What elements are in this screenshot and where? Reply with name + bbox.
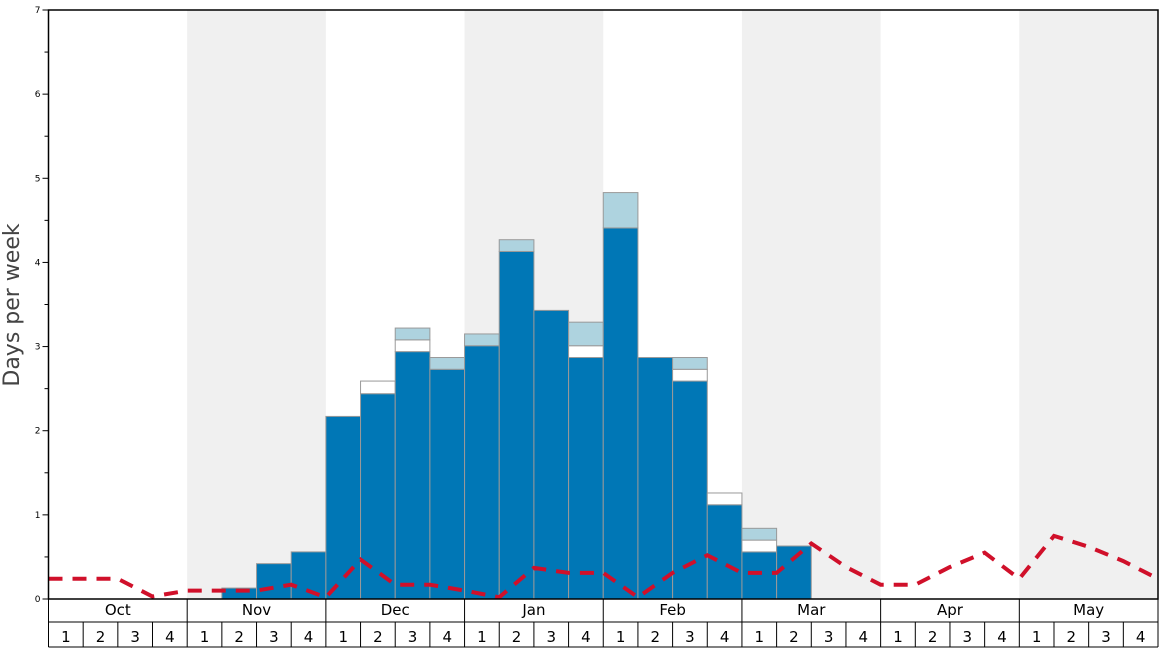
bar-segment [429,357,466,370]
month-band [741,10,881,599]
month-label: Jan [521,601,545,619]
week-label: 4 [997,628,1007,646]
bar-segment [602,227,639,600]
y-axis-label: Days per week [0,223,25,386]
week-label: 2 [96,628,106,646]
bar-segment [672,380,708,600]
week-label: 1 [61,628,71,646]
week-label: 2 [789,628,799,646]
bar-segment [568,321,604,347]
week-label: 2 [234,628,244,646]
week-label: 1 [755,628,765,646]
week-label: 2 [1067,628,1077,646]
week-label: 2 [928,628,938,646]
week-label: 1 [200,628,210,646]
month-band [187,10,326,599]
bar-segment [394,351,431,600]
bar-segment [533,309,570,600]
bar-segment [741,539,778,553]
bar-segment [325,415,362,600]
bar-segment [360,380,396,395]
y-tick-label: 5 [35,174,41,184]
month-label: Dec [381,601,410,619]
week-label: 2 [373,628,383,646]
dashed-series-line [48,533,1159,600]
month-label: May [1073,601,1104,619]
bar-segment [256,563,292,600]
week-label: 4 [859,628,869,646]
y-tick-label: 7 [35,6,41,16]
bar-segment [776,545,812,600]
bar-segment [672,368,708,382]
week-label: 3 [546,628,556,646]
week-label: 3 [408,628,418,646]
bar-segment [706,504,743,600]
bar-segment [602,192,639,229]
y-tick-label: 3 [35,343,41,353]
bar-segment [464,333,500,347]
week-label: 4 [165,628,175,646]
week-label: 4 [581,628,591,646]
y-tick-label: 4 [35,258,41,268]
bar-segment [637,357,674,600]
week-label: 4 [1136,628,1146,646]
bar-segment [741,527,778,541]
week-label: 2 [512,628,522,646]
week-label: 3 [824,628,834,646]
week-label: 1 [338,628,348,646]
week-label: 3 [1101,628,1111,646]
bar-segment [464,345,500,600]
bar-segment [429,368,466,600]
week-label: 2 [650,628,660,646]
month-label: Feb [659,601,686,619]
bar-segment [568,345,604,359]
month-label: Nov [242,601,271,619]
bar-segment [568,357,604,600]
bar-segment [360,393,396,600]
bar-segment [498,250,535,600]
week-label: 1 [1032,628,1042,646]
week-label: 4 [304,628,314,646]
week-label: 3 [963,628,973,646]
week-label: 4 [442,628,452,646]
month-label: Oct [105,601,131,619]
bar-segment [706,492,743,506]
month-band [1019,10,1158,599]
week-label: 1 [893,628,903,646]
week-label: 3 [130,628,140,646]
bar-segment [498,239,535,252]
week-label: 3 [685,628,695,646]
y-tick-label: 1 [35,511,41,521]
bar-segment [394,327,431,341]
week-label: 3 [269,628,279,646]
bar-segment [672,357,708,370]
month-label: Mar [797,601,826,619]
bar-segment [741,551,778,600]
y-tick-label: 0 [35,595,41,605]
month-label: Apr [937,601,964,619]
week-label: 1 [477,628,487,646]
y-tick-label: 6 [35,90,41,100]
week-label: 1 [616,628,626,646]
week-label: 4 [720,628,730,646]
bar-segment [394,339,431,353]
y-tick-label: 2 [35,427,41,437]
